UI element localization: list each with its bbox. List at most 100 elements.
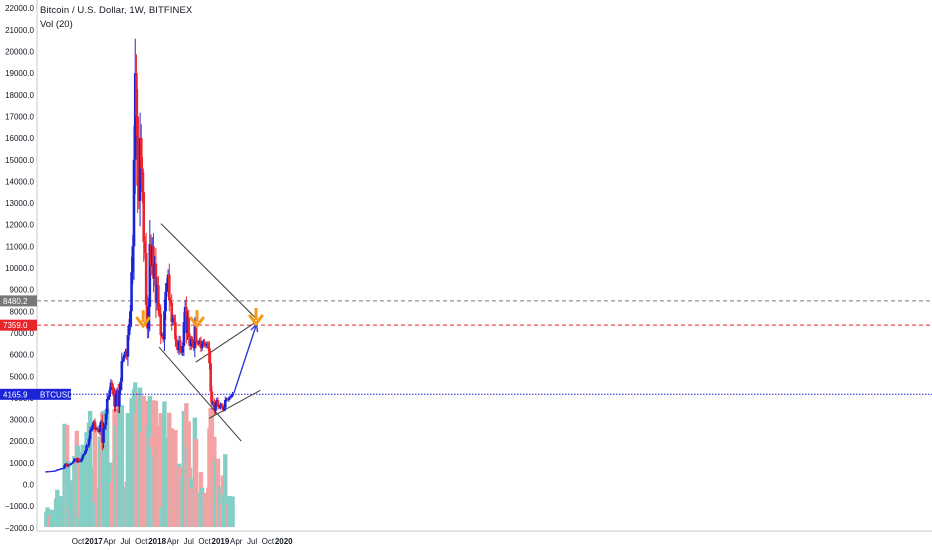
candle-body <box>121 358 125 362</box>
candle-body <box>63 465 66 468</box>
tag-red-level-bg <box>0 319 37 331</box>
y-tick-label: 10000.0 <box>5 264 34 273</box>
x-tick-label: Apr <box>103 537 116 546</box>
candle-body <box>138 138 142 201</box>
chart-title: Bitcoin / U.S. Dollar, 1W, BITFINEX <box>40 5 193 16</box>
y-tick-label: 3000.0 <box>10 416 35 425</box>
candle-body <box>79 461 82 463</box>
candle-body <box>68 464 71 466</box>
y-tick-label: 0.0 <box>23 481 35 490</box>
volume-bar <box>169 428 174 527</box>
candle-body <box>157 285 160 307</box>
x-tick-label: Apr <box>230 537 243 546</box>
candle-body <box>80 458 83 462</box>
volume-bar <box>209 408 215 527</box>
candle-body <box>187 317 191 338</box>
candle-body <box>154 263 158 303</box>
candle-body <box>103 424 107 429</box>
candle-body <box>118 390 121 407</box>
y-tick-label: 6000.0 <box>10 351 35 360</box>
x-tick-label: 2020 <box>275 537 293 546</box>
volume-bar <box>87 410 93 527</box>
y-tick-label: 16000.0 <box>5 134 34 143</box>
candlesticks <box>45 38 234 473</box>
candle-body <box>77 458 81 462</box>
y-tick-label: 7000.0 <box>10 329 35 338</box>
y-tick-label: 21000.0 <box>5 26 34 35</box>
candle-body <box>191 339 194 344</box>
candle-body <box>90 429 93 431</box>
y-tick-label: 12000.0 <box>5 221 34 230</box>
candle-body <box>81 455 85 459</box>
candle-body <box>91 424 94 430</box>
candle-body <box>219 404 222 408</box>
y-axis: −2000.0−1000.00.01000.02000.03000.04000.… <box>5 4 35 533</box>
candle-body <box>178 340 182 350</box>
tag-gray-level: 8480.2 <box>3 297 28 306</box>
candle-body <box>88 430 92 440</box>
candle-body <box>169 300 172 303</box>
candle-body <box>140 138 143 169</box>
candle-body <box>114 394 118 407</box>
x-tick-label: 2017 <box>85 537 103 546</box>
volume-bar <box>84 432 89 527</box>
volume-bar <box>158 413 163 527</box>
volume-bar <box>230 496 235 527</box>
candle-body <box>130 272 133 312</box>
candle-body <box>141 168 144 193</box>
tag-current-price-symbol-bg <box>37 388 71 400</box>
orange-arrow-head <box>135 316 151 329</box>
candle-body <box>84 450 87 454</box>
candle-body <box>220 404 223 406</box>
trendline-lower-wedge <box>158 346 242 442</box>
x-axis: Oct 2017 Apr Jul Oct 2018 Apr Jul Oct 2019 Apr Jul O… <box>72 537 293 546</box>
candle-body <box>86 445 90 447</box>
candle-body <box>214 404 217 411</box>
candle-body <box>231 393 234 396</box>
candle-body <box>208 348 211 364</box>
y-tick-label: 14000.0 <box>5 177 34 186</box>
x-tick-label: Oct <box>135 537 148 546</box>
volume-bar <box>135 391 140 527</box>
candle-body <box>200 343 204 349</box>
candle-body <box>120 361 124 382</box>
candle-body <box>163 311 166 340</box>
candle-body <box>194 326 198 342</box>
candle-body <box>131 246 135 273</box>
x-tick-label: Jul <box>247 537 257 546</box>
candle-body <box>144 252 148 305</box>
volume-bars <box>44 382 235 527</box>
candle-body <box>216 400 220 407</box>
y-tick-label: 5000.0 <box>10 372 35 381</box>
x-tick-label: 2018 <box>148 537 166 546</box>
candle-body <box>174 322 177 340</box>
trendlines <box>158 223 261 442</box>
tag-current-price-symbol: BTCUSD <box>40 390 73 399</box>
candle-body <box>195 341 199 343</box>
orange-arrow-head <box>248 314 264 327</box>
volume-bar <box>72 456 77 527</box>
y-tick-label: 18000.0 <box>5 91 34 100</box>
candle-body <box>119 381 122 391</box>
candle-body <box>62 467 65 469</box>
volume-bar <box>113 425 118 527</box>
candle-body <box>54 470 58 472</box>
y-tick-label: −1000.0 <box>5 502 35 511</box>
candle-body <box>143 242 147 253</box>
candle-body <box>165 283 169 292</box>
candle-body <box>167 274 171 301</box>
price-tags: 8480.2 7359.0 4165.9 BTCUSD <box>0 295 73 400</box>
trendline-upper-wedge <box>160 223 257 320</box>
candle-body <box>112 387 115 394</box>
y-tick-label: 20000.0 <box>5 48 34 57</box>
y-tick-label: 2000.0 <box>10 437 35 446</box>
candle-body <box>209 363 212 392</box>
y-tick-label: 8000.0 <box>10 307 35 316</box>
candle-body <box>148 244 152 307</box>
y-tick-label: −2000.0 <box>5 524 35 533</box>
x-tick-label: Oct <box>72 537 85 546</box>
candle-body <box>70 462 74 464</box>
candle-body <box>142 192 146 243</box>
volume-bar <box>141 395 146 527</box>
